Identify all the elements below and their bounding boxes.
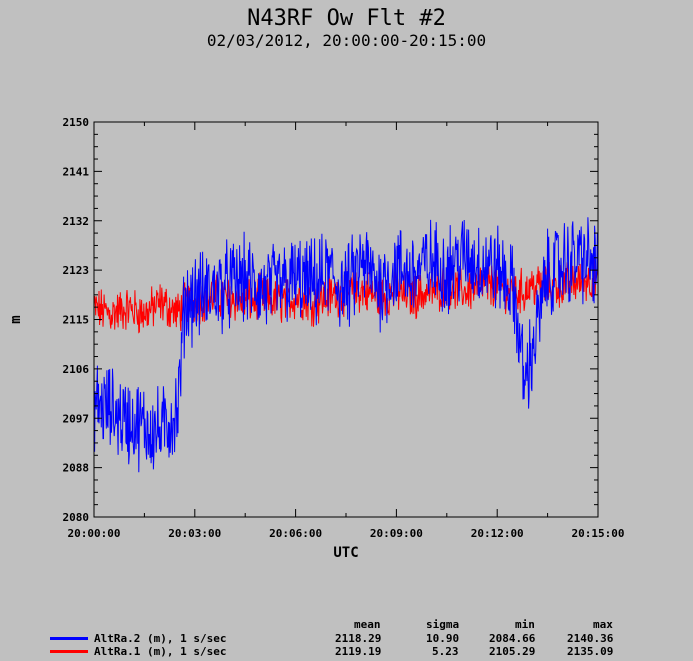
legend-name-altra2: AltRa.2 (m), 1 s/sec [94, 632, 227, 645]
x-tick-label: 20:12:00 [471, 527, 524, 540]
y-tick-label: 2106 [63, 363, 90, 376]
stats-header-mean: mean [354, 618, 381, 631]
y-tick-label: 2097 [63, 412, 90, 425]
stat-altra2-mean: 2118.29 [335, 632, 382, 645]
legend-line-altra1 [50, 650, 88, 653]
y-tick-label: 2150 [63, 116, 90, 129]
y-tick-label: 2132 [63, 215, 90, 228]
stat-altra1-min: 2105.29 [489, 645, 536, 658]
x-axis-label: UTC [333, 545, 358, 561]
stat-altra1-sigma: 5.23 [432, 645, 459, 658]
x-tick-label: 20:15:00 [572, 527, 625, 540]
chart-title: N43RF Ow Flt #2 [247, 6, 446, 31]
y-tick-label: 2141 [63, 165, 90, 178]
y-tick-label: 2115 [63, 314, 90, 327]
stat-altra2-sigma: 10.90 [426, 632, 460, 645]
y-axis-label: m [8, 315, 24, 323]
series-line-altra2 [93, 217, 599, 473]
chart-subtitle: 02/03/2012, 20:00:00-20:15:00 [206, 31, 487, 50]
legend-name-altra1: AltRa.1 (m), 1 s/sec [94, 645, 227, 658]
y-tick-label: 2088 [63, 462, 90, 475]
x-tick-label: 20:00:00 [68, 527, 121, 540]
stats-header-max: max [593, 618, 613, 631]
stats-header-min: min [515, 618, 535, 631]
stats-header-sigma: sigma [426, 618, 460, 631]
y-tick-label: 2123 [63, 264, 90, 277]
stat-altra1-mean: 2119.19 [335, 645, 382, 658]
x-tick-label: 20:09:00 [370, 527, 423, 540]
stat-altra2-max: 2140.36 [567, 632, 614, 645]
stat-altra2-min: 2084.66 [489, 632, 536, 645]
y-tick-label: 2080 [63, 511, 90, 524]
x-tick-label: 20:03:00 [168, 527, 221, 540]
stat-altra1-max: 2135.09 [567, 645, 614, 658]
legend-line-altra2 [50, 637, 88, 640]
x-tick-label: 20:06:00 [269, 527, 322, 540]
